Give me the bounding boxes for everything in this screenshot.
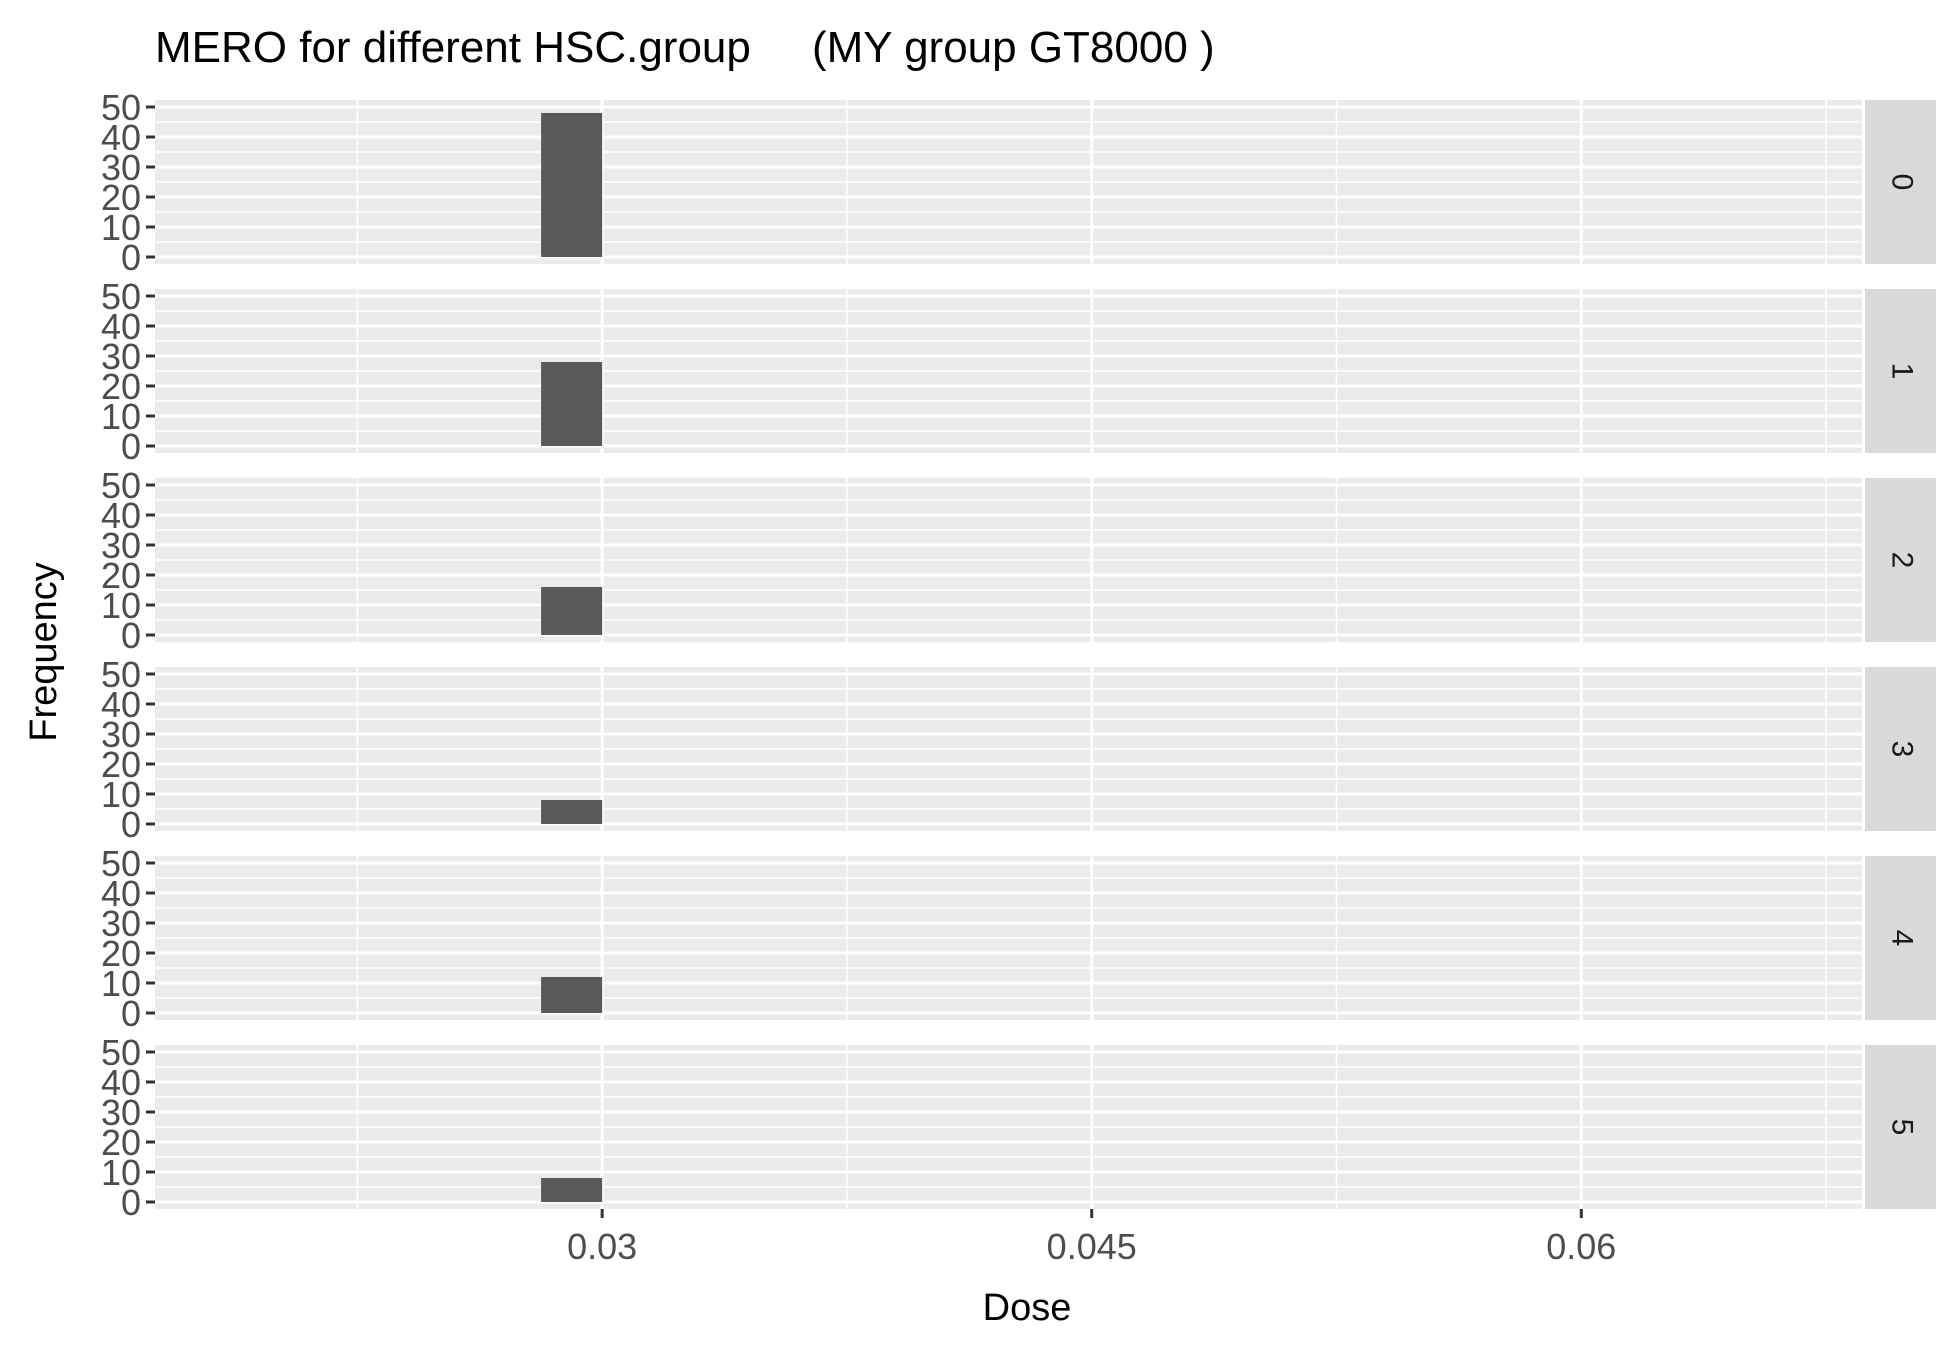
y-tick-label: 0 [121,237,141,278]
y-tick-label: 0 [121,426,141,467]
x-tick-label: 0.045 [1047,1226,1137,1267]
facet-strip-label: 0 [1886,174,1919,191]
y-tick-label: 20 [101,366,141,407]
facet-strip [1865,289,1936,453]
y-tick-label: 30 [101,525,141,566]
y-tick-label: 10 [101,207,141,248]
y-tick-label: 20 [101,1122,141,1163]
histogram-bar-facet-2 [541,587,603,635]
y-tick-label: 10 [101,963,141,1004]
facet-strip [1865,856,1936,1020]
y-tick-label: 50 [101,276,141,317]
y-tick-label: 0 [121,804,141,845]
y-tick-label: 30 [101,147,141,188]
x-axis-title: Dose [983,1287,1072,1329]
y-tick-label: 30 [101,714,141,755]
y-tick-label: 20 [101,177,141,218]
y-tick-label: 0 [121,993,141,1034]
x-tick-label: 0.03 [567,1226,637,1267]
y-tick-label: 50 [101,465,141,506]
facet-strip-label: 5 [1886,1119,1919,1136]
facet-strip-label: 4 [1886,930,1919,947]
y-tick-label: 0 [121,615,141,656]
y-tick-label: 40 [101,684,141,725]
y-tick-label: 10 [101,585,141,626]
histogram-bar-facet-4 [541,977,603,1013]
chart-title: MERO for different HSC.group (MY group G… [155,23,1215,72]
y-tick-label: 50 [101,87,141,128]
y-tick-label: 30 [101,1092,141,1133]
facet-strip [1865,478,1936,642]
y-tick-label: 10 [101,774,141,815]
y-tick-label: 20 [101,744,141,785]
y-tick-label: 40 [101,1062,141,1103]
y-tick-label: 50 [101,654,141,695]
y-tick-label: 10 [101,1152,141,1193]
histogram-bar-facet-5 [541,1178,603,1202]
histogram-bar-facet-0 [541,113,603,257]
x-tick-label: 0.06 [1546,1226,1616,1267]
y-tick-label: 40 [101,495,141,536]
y-axis-title: Frequency [23,562,65,742]
histogram-bar-facet-3 [541,800,603,824]
y-tick-label: 20 [101,933,141,974]
facet-strip-label: 2 [1886,552,1919,569]
x-axis: 0.03 0.045 0.06 [567,1209,1616,1267]
y-tick-label: 50 [101,843,141,884]
y-tick-label: 40 [101,306,141,347]
y-tick-label: 0 [121,1182,141,1223]
y-tick-label: 40 [101,873,141,914]
facet-strip [1865,1045,1936,1209]
facet-panels: 0102030405000102030405010102030405020102… [101,87,1936,1223]
y-tick-label: 30 [101,336,141,377]
histogram-bar-facet-1 [541,362,603,446]
facet-strip-label: 3 [1886,741,1919,758]
y-tick-label: 30 [101,903,141,944]
facet-strip-label: 1 [1886,363,1919,380]
y-tick-label: 40 [101,117,141,158]
y-tick-label: 20 [101,555,141,596]
y-tick-label: 50 [101,1032,141,1073]
facet-strip [1865,100,1936,264]
y-tick-label: 10 [101,396,141,437]
facet-strip [1865,667,1936,831]
